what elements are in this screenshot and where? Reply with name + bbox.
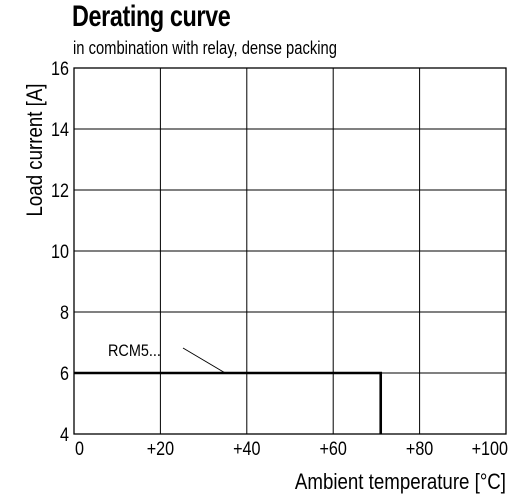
y-tick-label-1: 6 bbox=[60, 363, 69, 385]
x-tick-label-1: +20 bbox=[147, 438, 175, 460]
x-tick-label-0: 0 bbox=[75, 438, 84, 460]
y-tick-label-4: 12 bbox=[51, 180, 69, 202]
y-axis-label: Load current [A] bbox=[24, 84, 48, 217]
plot-border bbox=[73, 67, 507, 435]
x-tick-label-2: +40 bbox=[233, 438, 261, 460]
chart-title: Derating curve bbox=[72, 0, 231, 33]
annotation-label-0: RCM5... bbox=[108, 342, 161, 360]
x-axis-label: Ambient temperature [°C] bbox=[295, 471, 506, 495]
y-tick-label-3: 10 bbox=[51, 241, 69, 263]
y-tick-label-0: 4 bbox=[60, 424, 69, 446]
x-tick-label-4: +80 bbox=[406, 438, 434, 460]
y-tick-label-2: 8 bbox=[60, 302, 69, 324]
x-tick-label-3: +60 bbox=[320, 438, 348, 460]
series-line-0 bbox=[74, 371, 383, 434]
y-tick-label-6: 16 bbox=[51, 58, 69, 80]
annotation-leader-0 bbox=[182, 347, 226, 374]
y-tick-label-5: 14 bbox=[51, 119, 69, 141]
chart-subtitle: in combination with relay, dense packing bbox=[73, 38, 337, 58]
x-tick-label-5: +100 bbox=[472, 438, 509, 460]
